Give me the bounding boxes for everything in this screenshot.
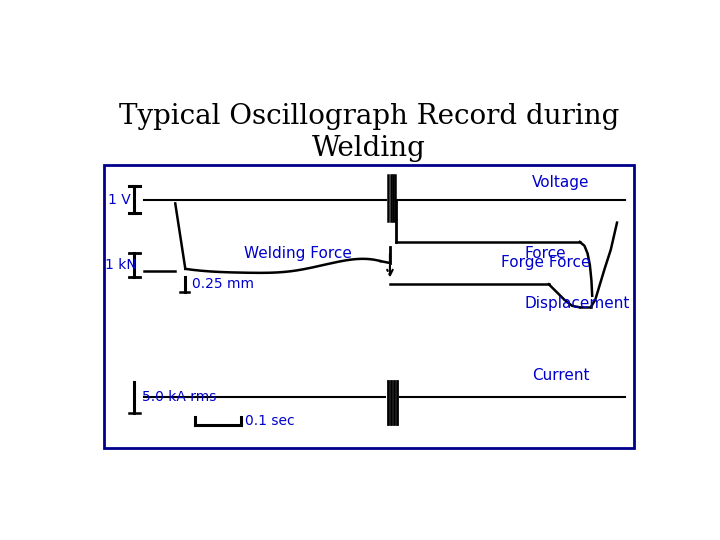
Text: 0.1 sec: 0.1 sec — [245, 414, 294, 428]
Text: Force: Force — [524, 246, 566, 261]
Bar — [104, 165, 634, 448]
Text: Typical Oscillograph Record during
Welding: Typical Oscillograph Record during Weldi… — [119, 103, 619, 161]
Text: 1 V: 1 V — [108, 193, 131, 206]
Text: 5.0 kA rms: 5.0 kA rms — [142, 390, 216, 404]
Text: Welding Force: Welding Force — [244, 246, 351, 261]
Text: Forge Force: Forge Force — [500, 255, 590, 270]
Text: Voltage: Voltage — [532, 175, 589, 190]
Text: Current: Current — [532, 368, 589, 383]
Text: 0.25 mm: 0.25 mm — [192, 277, 254, 291]
Text: Displacement: Displacement — [524, 296, 629, 311]
Text: 1 kN: 1 kN — [105, 258, 137, 272]
